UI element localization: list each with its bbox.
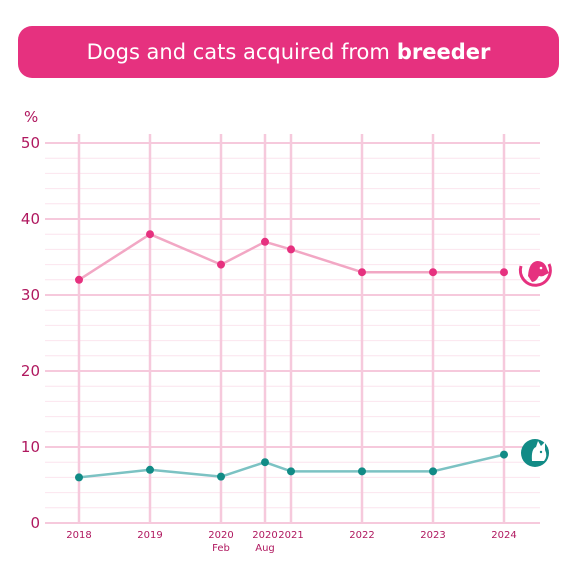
x-tick-label: 2020 xyxy=(208,530,233,541)
x-tick-sublabel: Aug xyxy=(255,543,275,554)
x-tick-label: 2018 xyxy=(66,530,91,541)
cat-icon xyxy=(521,439,549,467)
cat-data-point xyxy=(261,458,269,467)
dog-data-point xyxy=(429,268,437,277)
cat-data-point xyxy=(146,465,154,474)
x-tick-label: 2024 xyxy=(491,530,516,541)
cat-data-point xyxy=(75,473,83,482)
y-tick-labels: 0 10 20 30 40 50 xyxy=(21,134,40,532)
cat-data-point xyxy=(217,472,225,481)
chart-title: Dogs and cats acquired from xyxy=(86,40,390,64)
vertical-gridlines xyxy=(77,134,506,523)
y-tick-label: 50 xyxy=(21,134,40,152)
x-tick-sublabel: Feb xyxy=(212,543,230,554)
y-tick-label: 20 xyxy=(21,362,40,380)
x-tick-label: 2022 xyxy=(349,530,374,541)
chart-title-banner: Dogs and cats acquired from breeder xyxy=(18,26,559,78)
chart-title-bold: breeder xyxy=(396,40,491,64)
y-tick-label: 30 xyxy=(21,286,40,304)
cat-data-point xyxy=(429,467,437,476)
cat-data-point xyxy=(287,467,295,476)
minor-gridlines xyxy=(45,157,540,509)
series-icons xyxy=(518,261,552,467)
dog-data-point xyxy=(500,268,508,277)
y-tick-label: 40 xyxy=(21,210,40,228)
cat-data-point xyxy=(500,450,508,459)
dog-data-point xyxy=(287,245,295,254)
y-tick-label: 0 xyxy=(30,514,40,532)
y-tick-label: 10 xyxy=(21,438,40,456)
dog-icon xyxy=(518,261,552,287)
series-group xyxy=(75,230,508,482)
x-tick-label: 2020 xyxy=(252,530,277,541)
cat-data-point xyxy=(358,467,366,476)
dog-series-line xyxy=(78,232,504,281)
dog-data-point xyxy=(146,230,154,239)
x-tick-label: 2021 xyxy=(278,530,303,541)
x-tick-label: 2023 xyxy=(420,530,445,541)
cat-series-line xyxy=(78,453,505,479)
y-axis-label: % xyxy=(24,108,38,126)
dog-data-point xyxy=(261,237,269,246)
dog-data-point xyxy=(75,275,83,284)
dog-data-point xyxy=(358,268,366,277)
x-tick-label: 2019 xyxy=(137,530,162,541)
dog-data-point xyxy=(217,260,225,269)
major-gridlines xyxy=(45,142,540,524)
